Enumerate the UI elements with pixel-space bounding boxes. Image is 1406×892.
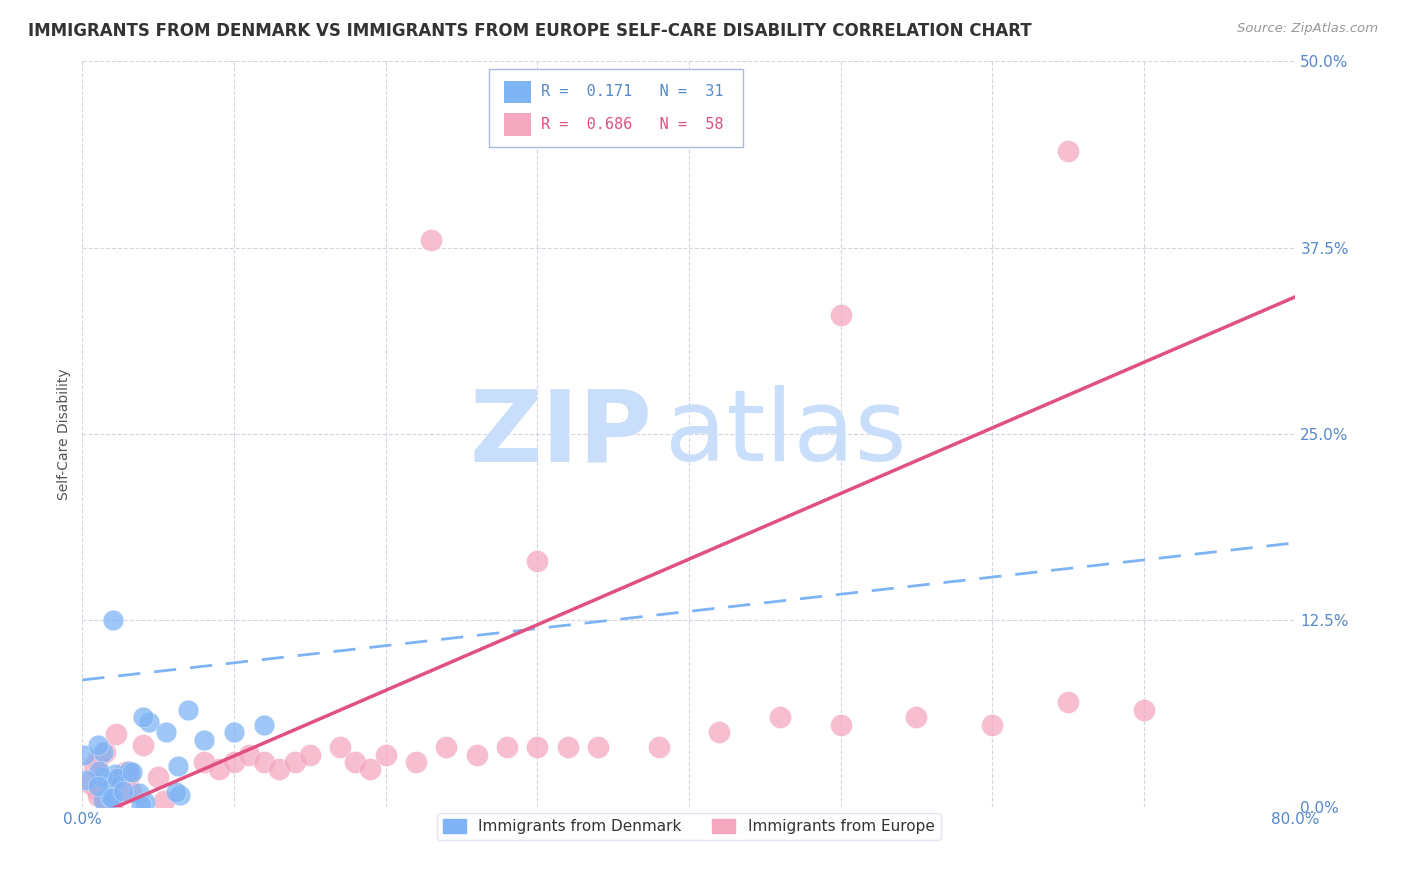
- Bar: [505, 80, 531, 103]
- Point: [117, 764, 139, 779]
- Point: [208, 763, 231, 777]
- Point: [98, 789, 121, 804]
- Point: [132, 738, 155, 752]
- Point: [91, 793, 114, 807]
- Point: [269, 763, 291, 777]
- Point: [121, 764, 143, 779]
- Point: [344, 755, 367, 769]
- Point: [91, 770, 114, 784]
- Text: R =  0.686   N =  58: R = 0.686 N = 58: [541, 117, 723, 132]
- Bar: [505, 113, 531, 136]
- Point: [93, 794, 115, 808]
- Point: [104, 766, 127, 780]
- Point: [134, 795, 156, 809]
- Point: [87, 764, 110, 778]
- Text: R =  0.171   N =  31: R = 0.171 N = 31: [541, 84, 723, 99]
- Point: [118, 769, 141, 783]
- Point: [146, 770, 169, 784]
- Point: [359, 763, 381, 777]
- Point: [87, 753, 110, 767]
- Point: [496, 740, 519, 755]
- Point: [420, 233, 443, 247]
- Point: [111, 783, 134, 797]
- Point: [1057, 695, 1080, 709]
- Point: [374, 747, 396, 762]
- Y-axis label: Self-Care Disability: Self-Care Disability: [58, 368, 72, 500]
- Point: [153, 794, 176, 808]
- Text: Source: ZipAtlas.com: Source: ZipAtlas.com: [1237, 22, 1378, 36]
- Point: [238, 747, 260, 762]
- FancyBboxPatch shape: [489, 69, 744, 147]
- Point: [101, 613, 124, 627]
- Point: [128, 786, 150, 800]
- Point: [434, 740, 457, 755]
- Point: [87, 789, 110, 803]
- Point: [526, 554, 548, 568]
- Point: [222, 725, 245, 739]
- Point: [83, 758, 105, 772]
- Point: [100, 788, 122, 802]
- Text: atlas: atlas: [665, 385, 907, 483]
- Point: [405, 755, 427, 769]
- Point: [905, 710, 928, 724]
- Point: [87, 779, 110, 793]
- Point: [830, 308, 852, 322]
- Point: [100, 791, 122, 805]
- Point: [101, 792, 124, 806]
- Point: [193, 755, 215, 769]
- Point: [981, 717, 1004, 731]
- Point: [110, 772, 132, 786]
- Point: [193, 732, 215, 747]
- Point: [284, 755, 307, 769]
- Point: [94, 784, 117, 798]
- Point: [167, 758, 190, 772]
- Point: [586, 740, 609, 755]
- Point: [103, 785, 125, 799]
- Point: [118, 764, 141, 778]
- Point: [105, 727, 128, 741]
- Point: [1057, 144, 1080, 158]
- Point: [73, 747, 96, 762]
- Point: [830, 717, 852, 731]
- Point: [253, 717, 276, 731]
- Point: [75, 773, 97, 788]
- Point: [465, 747, 488, 762]
- Point: [165, 785, 187, 799]
- Point: [155, 725, 177, 739]
- Point: [769, 710, 792, 724]
- Point: [114, 765, 136, 780]
- Point: [129, 797, 152, 812]
- Point: [101, 795, 124, 809]
- Text: ZIP: ZIP: [470, 385, 652, 483]
- Point: [1133, 703, 1156, 717]
- Point: [84, 781, 107, 796]
- Point: [120, 785, 142, 799]
- Point: [138, 714, 160, 729]
- Text: IMMIGRANTS FROM DENMARK VS IMMIGRANTS FROM EUROPE SELF-CARE DISABILITY CORRELATI: IMMIGRANTS FROM DENMARK VS IMMIGRANTS FR…: [28, 22, 1032, 40]
- Point: [557, 740, 579, 755]
- Point: [132, 710, 155, 724]
- Point: [647, 740, 669, 755]
- Point: [253, 755, 276, 769]
- Point: [169, 788, 191, 802]
- Point: [105, 771, 128, 785]
- Point: [177, 703, 200, 717]
- Point: [94, 745, 117, 759]
- Point: [77, 776, 100, 790]
- Point: [91, 745, 114, 759]
- Point: [222, 755, 245, 769]
- Point: [329, 740, 352, 755]
- Point: [96, 781, 118, 796]
- Point: [526, 740, 548, 755]
- Point: [87, 739, 110, 753]
- Point: [709, 725, 731, 739]
- Legend: Immigrants from Denmark, Immigrants from Europe: Immigrants from Denmark, Immigrants from…: [437, 813, 941, 840]
- Point: [100, 779, 122, 793]
- Point: [298, 747, 321, 762]
